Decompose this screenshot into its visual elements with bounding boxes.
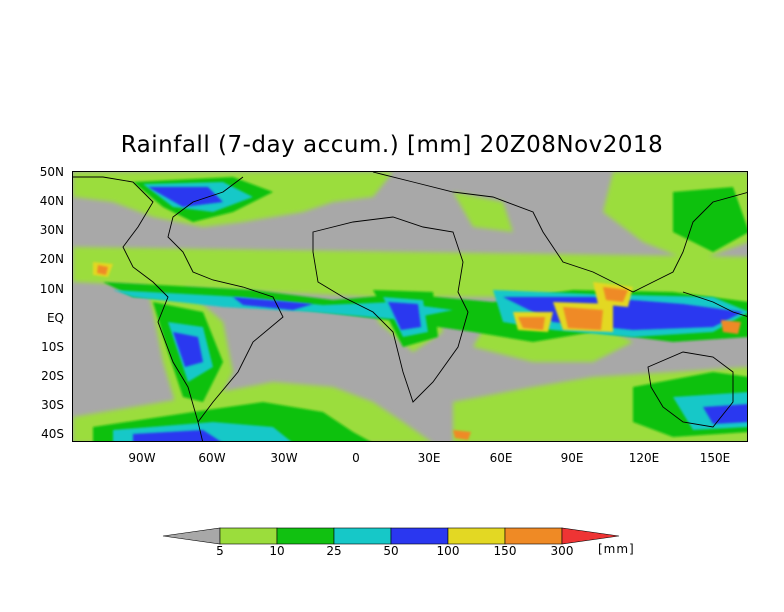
colorbar-tick-300: 300 — [550, 544, 574, 558]
colorbar-tick-100: 100 — [436, 544, 460, 558]
colorbar-tick-150: 150 — [493, 544, 517, 558]
lon-label-60e: 60E — [489, 451, 513, 465]
colorbar — [162, 527, 620, 545]
lon-label-90w: 90W — [128, 451, 156, 465]
map-title: Rainfall (7-day accum.) [mm] 20Z08Nov201… — [120, 132, 664, 158]
rainfall-map-canvas — [73, 172, 747, 441]
lat-label-eq: EQ — [46, 311, 64, 325]
lon-label-90e: 90E — [560, 451, 584, 465]
coastlines — [73, 172, 747, 441]
lat-label-30n: 30N — [39, 223, 64, 237]
lat-label-10s: 10S — [41, 340, 64, 354]
colorbar-above-arrow — [561, 527, 620, 545]
colorbar-segment-6 — [504, 527, 563, 545]
lat-label-10n: 10N — [39, 282, 64, 296]
colorbar-tick-25: 25 — [326, 544, 342, 558]
lon-label-30w: 30W — [270, 451, 298, 465]
lon-label-30e: 30E — [417, 451, 441, 465]
rainfall-map — [72, 171, 748, 442]
lon-label-0: 0 — [352, 451, 360, 465]
lat-label-40n: 40N — [39, 194, 64, 208]
colorbar-below-arrow — [162, 527, 221, 545]
lat-label-20n: 20N — [39, 252, 64, 266]
lon-label-60w: 60W — [198, 451, 226, 465]
lat-label-50n: 50N — [39, 165, 64, 179]
lat-label-20s: 20S — [41, 369, 64, 383]
rain-150-300mm — [97, 265, 741, 440]
colorbar-tick-50: 50 — [383, 544, 399, 558]
colorbar-tick-10: 10 — [269, 544, 285, 558]
colorbar-tick-5: 5 — [216, 544, 224, 558]
colorbar-segment-5 — [447, 527, 506, 545]
colorbar-segment-1 — [219, 527, 278, 545]
lon-label-150e: 150E — [699, 451, 731, 465]
lat-label-40s: 40S — [41, 427, 64, 441]
lon-label-120e: 120E — [628, 451, 660, 465]
colorbar-unit: [mm] — [598, 542, 635, 556]
lat-label-30s: 30S — [41, 398, 64, 412]
colorbar-segment-2 — [276, 527, 335, 545]
colorbar-segment-3 — [333, 527, 392, 545]
colorbar-segment-4 — [390, 527, 449, 545]
